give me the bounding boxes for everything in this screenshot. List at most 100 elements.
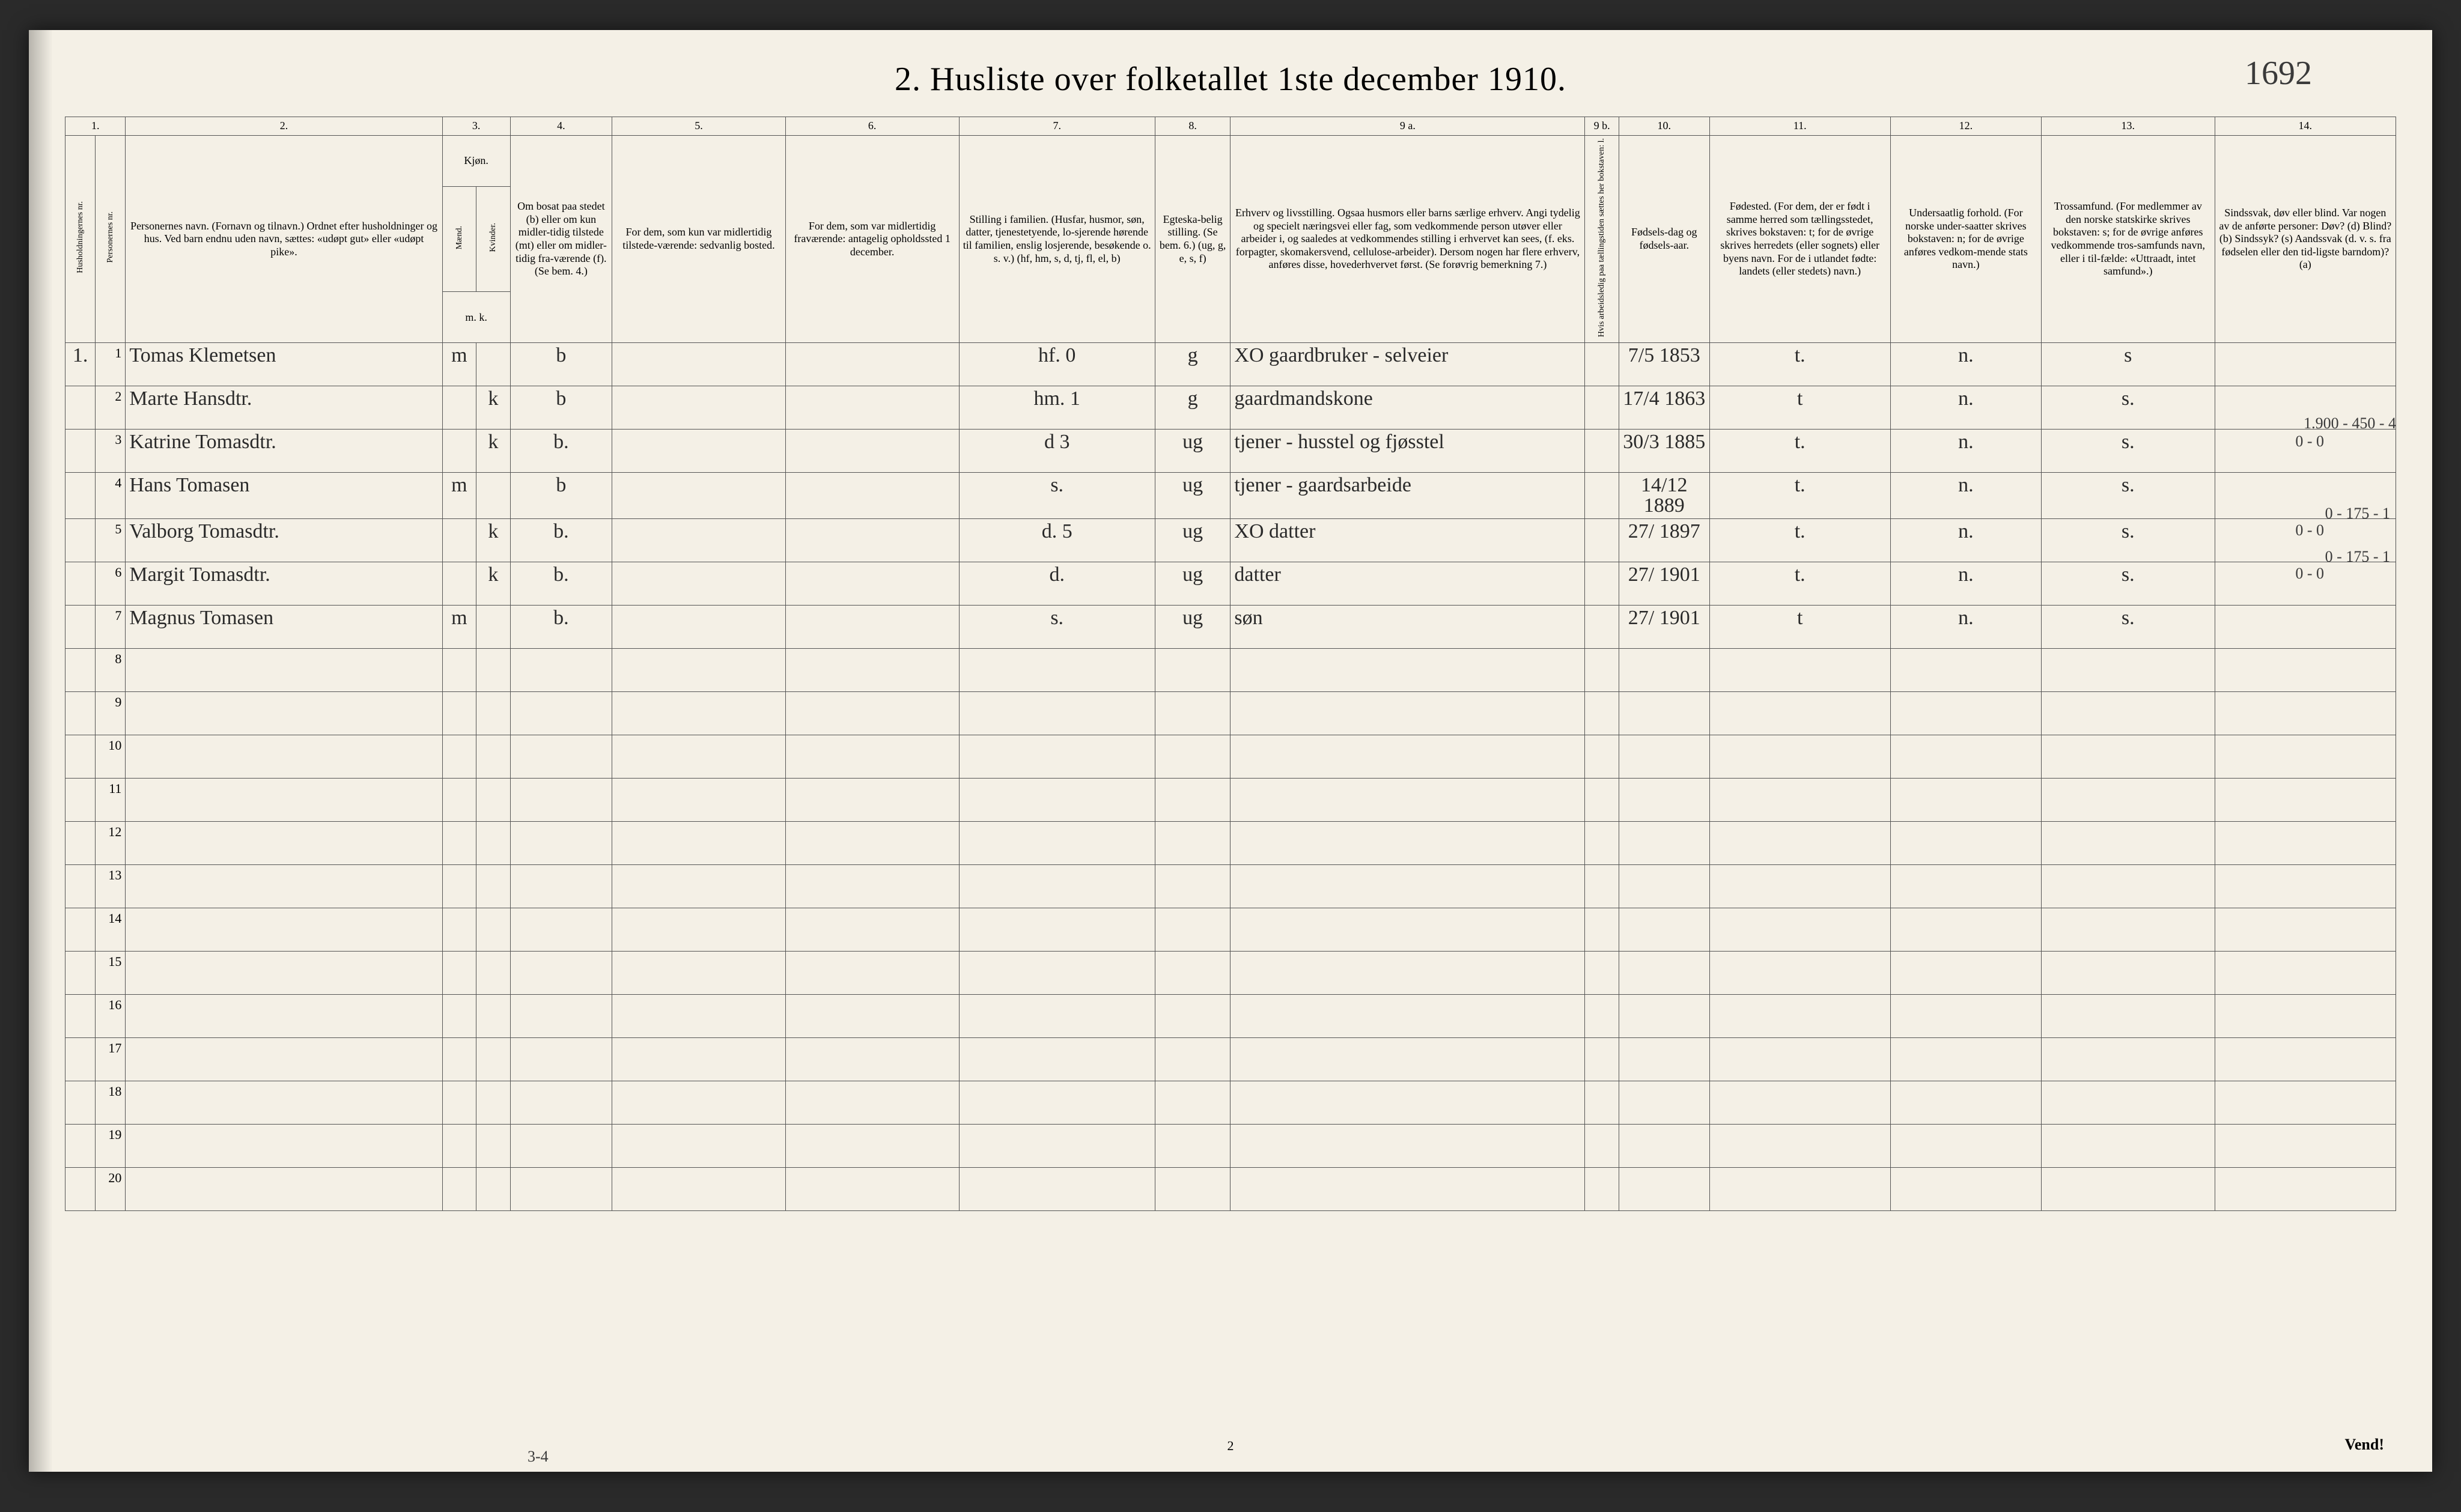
cell-blank xyxy=(959,649,1155,692)
cell-fdato: 30/3 1885 xyxy=(1619,430,1709,473)
colnum: 3. xyxy=(442,117,510,136)
cell-blank xyxy=(785,735,959,779)
cell-blank xyxy=(1585,1038,1619,1081)
cell-blank xyxy=(2041,908,2215,952)
cell-hh xyxy=(65,779,96,822)
cell-blank xyxy=(2041,692,2215,735)
census-table: 1. 2. 3. 4. 5. 6. 7. 8. 9 a. 9 b. 10. 11… xyxy=(65,117,2396,1211)
cell-blank xyxy=(510,822,612,865)
cell-blank xyxy=(2215,779,2396,822)
cell-blank xyxy=(1619,735,1709,779)
cell-blank xyxy=(126,952,442,995)
cell-sedv xyxy=(612,606,786,649)
cell-blank xyxy=(2215,1038,2396,1081)
cell-blank xyxy=(510,908,612,952)
cell-blank xyxy=(1155,779,1230,822)
cell-blank xyxy=(510,779,612,822)
cell-blank xyxy=(510,692,612,735)
cell-pn: 15 xyxy=(96,952,126,995)
cell-blank xyxy=(1155,865,1230,908)
cell-blank xyxy=(126,1125,442,1168)
cell-hh xyxy=(65,822,96,865)
cell-fam: d. 5 xyxy=(959,519,1155,562)
cell-hh xyxy=(65,386,96,430)
cell-blank xyxy=(612,649,786,692)
cell-fsted: t. xyxy=(1709,519,1890,562)
cell-name: Margit Tomasdtr. xyxy=(126,562,442,606)
cell-fdato: 14/12 1889 xyxy=(1619,473,1709,519)
cell-fdato: 17/4 1863 xyxy=(1619,386,1709,430)
margin-note: 0 - 0 xyxy=(2295,565,2324,583)
cell-blank xyxy=(2215,1081,2396,1125)
colnum: 14. xyxy=(2215,117,2396,136)
header-row-main: Husholdningernes nr. Personernes nr. Per… xyxy=(65,135,2396,186)
cell-blank xyxy=(785,692,959,735)
cell-blank xyxy=(1890,692,2041,735)
cell-blank xyxy=(126,692,442,735)
cell-blank xyxy=(126,822,442,865)
cell-fam: s. xyxy=(959,473,1155,519)
cell-hh xyxy=(65,1168,96,1211)
margin-note: 0 - 0 xyxy=(2295,433,2324,451)
cell-fam: d 3 xyxy=(959,430,1155,473)
cell-bosat: b xyxy=(510,386,612,430)
cell-blank xyxy=(612,692,786,735)
cell-blank xyxy=(1890,908,2041,952)
cell-blank xyxy=(1585,822,1619,865)
table-row: 1.1Tomas Klemetsenmbhf. 0gXO gaardbruker… xyxy=(65,343,2396,386)
cell-blank xyxy=(2215,1168,2396,1211)
margin-note: 0 - 175 - 1 xyxy=(2325,505,2390,523)
cell-blank xyxy=(2215,822,2396,865)
cell-hh xyxy=(65,952,96,995)
cell-blank xyxy=(1585,908,1619,952)
table-row: 13 xyxy=(65,865,2396,908)
table-head: 1. 2. 3. 4. 5. 6. 7. 8. 9 a. 9 b. 10. 11… xyxy=(65,117,2396,343)
cell-blank xyxy=(442,865,476,908)
cell-sex-k xyxy=(476,606,510,649)
cell-blank xyxy=(510,649,612,692)
cell-blank xyxy=(1619,908,1709,952)
colnum: 12. xyxy=(1890,117,2041,136)
cell-blank xyxy=(2041,1038,2215,1081)
cell-blank xyxy=(476,649,510,692)
cell-blank xyxy=(2041,779,2215,822)
cell-blank xyxy=(1709,649,1890,692)
cell-blank xyxy=(1155,952,1230,995)
cell-sex-k: k xyxy=(476,386,510,430)
cell-fdato: 27/ 1901 xyxy=(1619,562,1709,606)
cell-fam: s. xyxy=(959,606,1155,649)
margin-note: 0 - 0 xyxy=(2295,521,2324,539)
cell-blank xyxy=(2215,995,2396,1038)
hdr-tros: Trossamfund. (For medlemmer av den norsk… xyxy=(2041,135,2215,343)
cell-frav xyxy=(785,430,959,473)
cell-pn: 9 xyxy=(96,692,126,735)
cell-fdato: 7/5 1853 xyxy=(1619,343,1709,386)
cell-blank xyxy=(1709,865,1890,908)
cell-sedv xyxy=(612,519,786,562)
cell-pn: 6 xyxy=(96,562,126,606)
cell-blank xyxy=(1709,1168,1890,1211)
cell-blank xyxy=(959,1168,1155,1211)
cell-blank xyxy=(126,1038,442,1081)
cell-blank xyxy=(1619,1081,1709,1125)
cell-blank xyxy=(1155,1168,1230,1211)
cell-blank xyxy=(476,1038,510,1081)
cell-pn: 10 xyxy=(96,735,126,779)
cell-hh xyxy=(65,1125,96,1168)
cell-tros: s. xyxy=(2041,386,2215,430)
cell-under: n. xyxy=(1890,343,2041,386)
cell-blank xyxy=(1709,735,1890,779)
cell-blank xyxy=(959,822,1155,865)
cell-blank xyxy=(126,995,442,1038)
cell-erhverv: gaardmandskone xyxy=(1230,386,1585,430)
cell-blank xyxy=(1155,822,1230,865)
colnum: 10. xyxy=(1619,117,1709,136)
cell-blank xyxy=(2041,1081,2215,1125)
cell-sex-m: m xyxy=(442,606,476,649)
cell-blank xyxy=(510,995,612,1038)
cell-pn: 16 xyxy=(96,995,126,1038)
table-body: 1.1Tomas Klemetsenmbhf. 0gXO gaardbruker… xyxy=(65,343,2396,1211)
cell-blank xyxy=(1890,1038,2041,1081)
cell-sex-m xyxy=(442,519,476,562)
cell-blank xyxy=(959,735,1155,779)
